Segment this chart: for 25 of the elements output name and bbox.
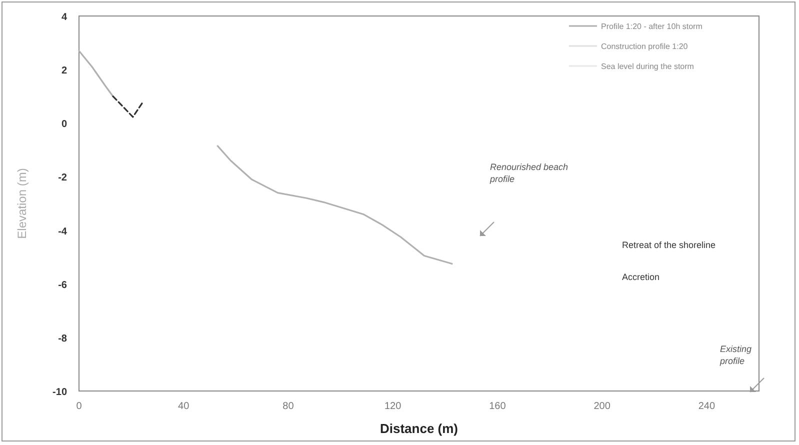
annotation: Retreat of the shoreline <box>622 240 716 250</box>
legend-label: Construction profile 1:20 <box>601 42 688 51</box>
y-tick-label: -4 <box>58 226 68 238</box>
x-tick-label: 160 <box>489 401 506 412</box>
x-tick-label: 40 <box>178 401 190 412</box>
line-series <box>112 96 144 118</box>
y-tick-label: 0 <box>61 119 68 130</box>
x-tick-label: 0 <box>76 401 82 412</box>
y-axis-title: Elevation (m) <box>15 168 29 239</box>
y-tick-label: 2 <box>61 66 68 77</box>
y-tick-label: -2 <box>58 172 68 184</box>
y-tick-label: -10 <box>52 387 68 398</box>
annotation: Accretion <box>622 272 660 282</box>
annotation: Existing profile <box>719 344 752 366</box>
legend-label: Sea level during the storm <box>601 62 694 71</box>
x-axis-title: Distance (m) <box>380 421 458 436</box>
x-tick-label: 200 <box>594 401 611 412</box>
legend-label: Profile 1:20 - after 10h storm <box>601 22 703 31</box>
x-tick-label: 80 <box>282 401 294 412</box>
y-tick-label: -6 <box>58 280 68 291</box>
x-tick-label: 240 <box>698 401 716 412</box>
y-tick-label: 4 <box>61 12 68 23</box>
x-tick-label: 120 <box>384 401 402 412</box>
y-tick-label: -8 <box>58 333 68 344</box>
annotation: Renourished beach profile <box>489 162 568 184</box>
